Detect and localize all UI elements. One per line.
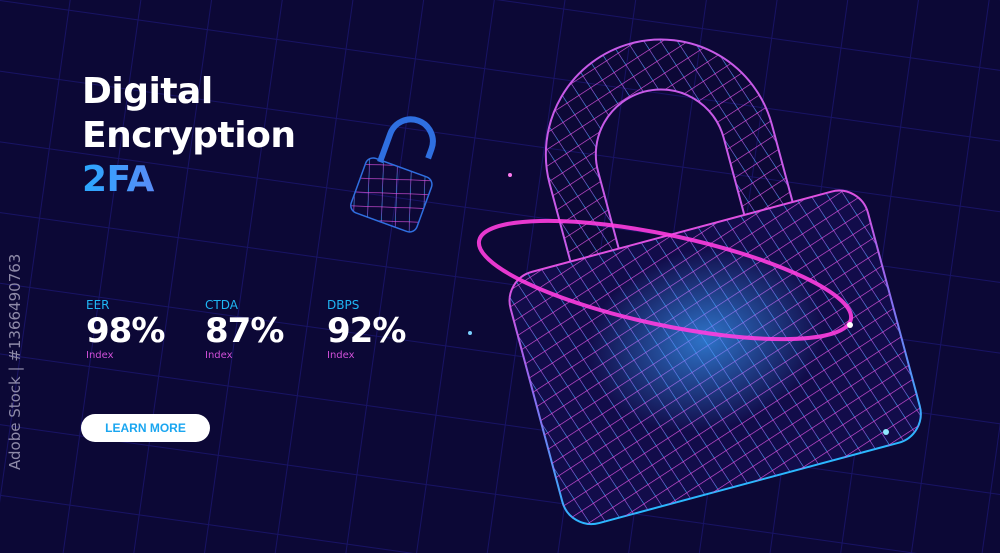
stat-eer: EER 98% Index <box>86 298 165 361</box>
glow-ring <box>476 218 854 342</box>
stat-label: CTDA <box>205 298 238 312</box>
padlock-closed-icon <box>508 38 922 526</box>
stat-dbps: DBPS 92% Index <box>327 298 406 361</box>
stat-value: 87% <box>205 311 284 351</box>
padlock-open-icon <box>350 116 436 233</box>
stat-sub: Index <box>205 350 233 361</box>
stat-ctda: CTDA 87% Index <box>205 298 284 361</box>
watermark: Adobe Stock | #1366490763 <box>6 253 24 470</box>
stat-label: DBPS <box>327 298 360 312</box>
stat-sub: Index <box>327 350 355 361</box>
stat-label: EER <box>86 298 110 312</box>
title-line-2: Encryption <box>82 115 296 156</box>
stat-value: 92% <box>327 311 406 351</box>
hero-title: Digital Encryption 2FA <box>82 70 296 202</box>
title-line-1: Digital <box>82 71 213 112</box>
stat-sub: Index <box>86 350 114 361</box>
stat-value: 98% <box>86 311 165 351</box>
title-line-3: 2FA <box>82 158 295 202</box>
learn-more-button[interactable]: LEARN MORE <box>81 414 210 442</box>
